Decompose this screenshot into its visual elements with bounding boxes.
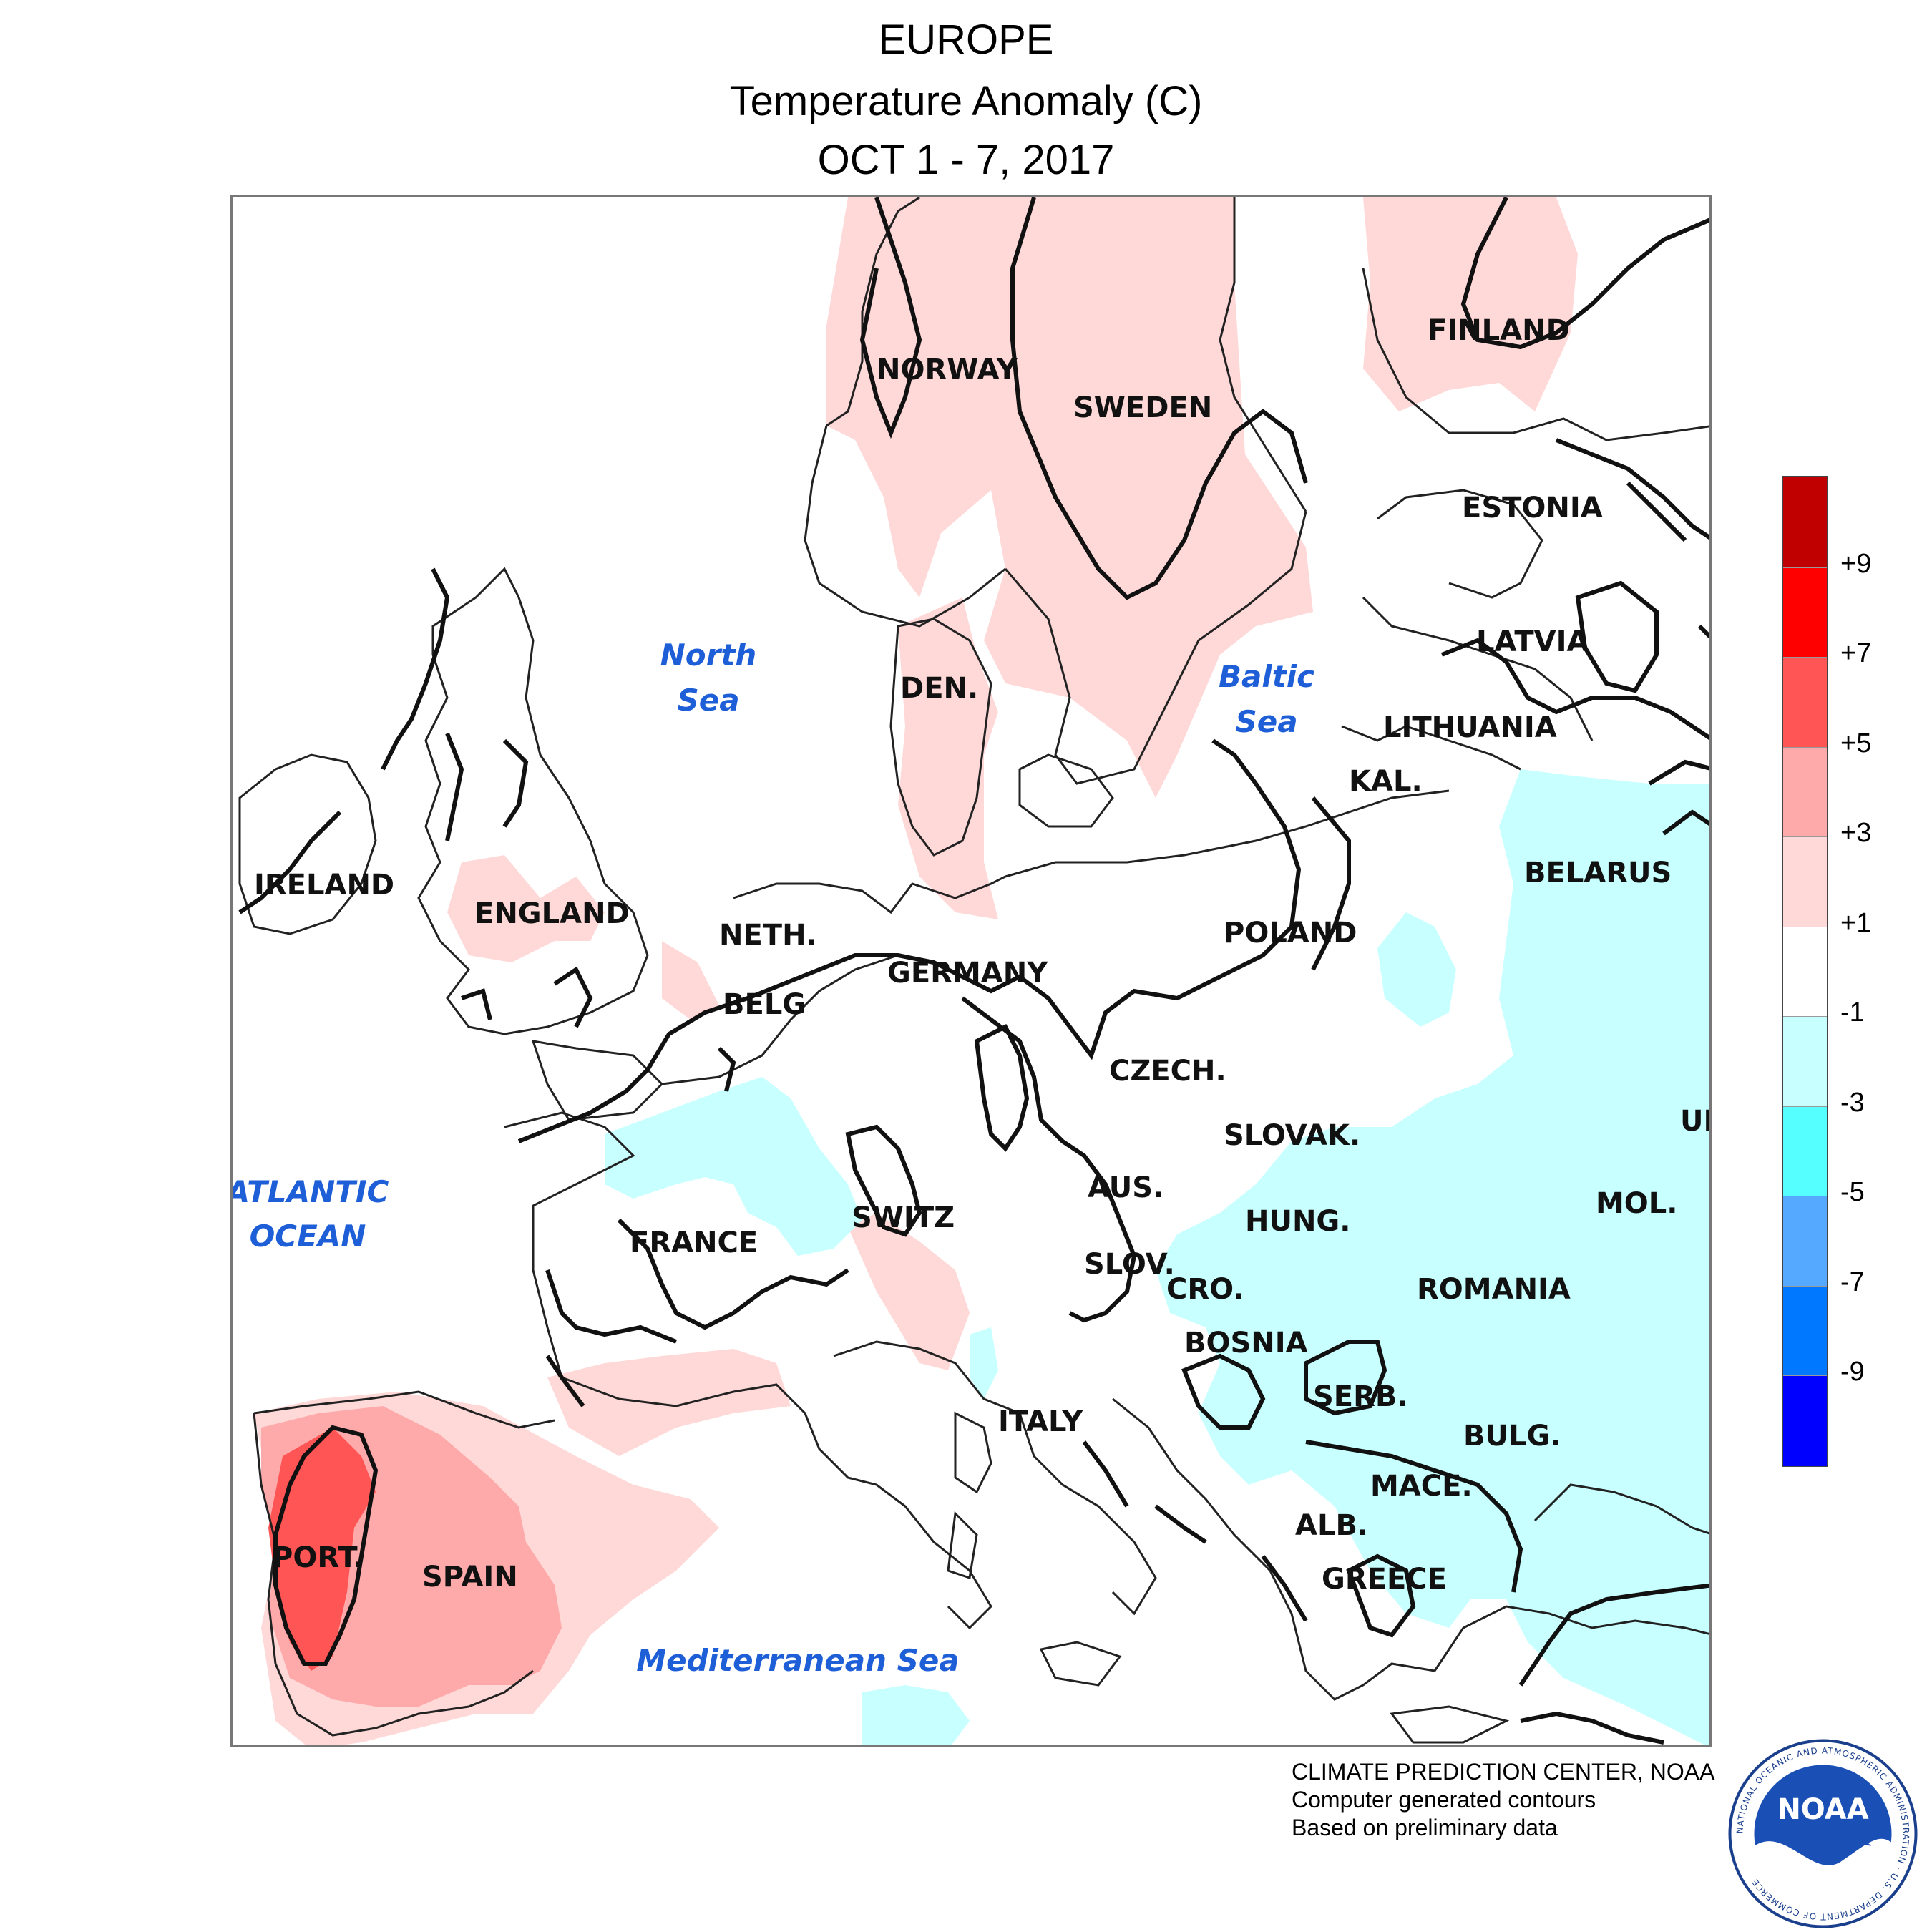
legend-swatch xyxy=(1783,1106,1827,1197)
credit-line-3: Based on preliminary data xyxy=(1292,1815,1558,1840)
country-label: BOSNIA xyxy=(1184,1327,1308,1360)
legend-label: +3 xyxy=(1840,818,1872,849)
country-label: MACE. xyxy=(1370,1470,1473,1503)
legend-swatch xyxy=(1783,746,1827,838)
anomaly-area-england xyxy=(447,855,605,962)
svg-text:NOAA: NOAA xyxy=(1777,1793,1868,1826)
legend-label: -3 xyxy=(1840,1087,1865,1118)
country-label: ENGLAND xyxy=(474,897,630,930)
color-legend xyxy=(1782,476,1828,1467)
country-label: LITHUANIA xyxy=(1383,711,1557,744)
legend-label: -9 xyxy=(1840,1357,1865,1387)
country-labels: NORWAY SWEDEN FINLAND ESTONIA LATVIA LIT… xyxy=(254,314,1712,1596)
country-label: SLOV. xyxy=(1084,1248,1175,1281)
water-label: Mediterranean Sea xyxy=(636,1643,959,1678)
legend-label: -7 xyxy=(1840,1267,1865,1297)
anomaly-area-iberia-core xyxy=(268,1428,376,1671)
map-period: OCT 1 - 7, 2017 xyxy=(817,137,1115,183)
legend-swatch xyxy=(1783,1375,1827,1467)
country-label: CZECH. xyxy=(1109,1055,1226,1088)
country-label: KAL. xyxy=(1349,765,1423,798)
legend-label: +9 xyxy=(1840,548,1872,579)
legend-swatch xyxy=(1783,1196,1827,1287)
country-label: PORT. xyxy=(272,1541,364,1574)
anomaly-area-poland-east xyxy=(1377,912,1456,1027)
credit-line-2: Computer generated contours xyxy=(1292,1787,1596,1813)
country-label: BELG xyxy=(723,988,806,1021)
country-label: BULG. xyxy=(1463,1420,1561,1453)
legend-swatch xyxy=(1783,567,1827,658)
water-label: North xyxy=(660,638,757,673)
credit-line-1: CLIMATE PREDICTION CENTER, NOAA xyxy=(1292,1759,1715,1785)
country-label: DEN. xyxy=(900,672,978,705)
country-label: SPAIN xyxy=(422,1561,518,1594)
legend-swatch xyxy=(1783,1016,1827,1108)
anomaly-area-central-france xyxy=(605,1077,862,1256)
country-label: FRANCE xyxy=(630,1226,758,1259)
map-title: EUROPE xyxy=(878,16,1054,63)
country-label: ITALY xyxy=(998,1405,1083,1438)
country-label: SLOVAK. xyxy=(1224,1119,1360,1152)
legend-swatch xyxy=(1783,657,1827,748)
water-label: ATLANTIC xyxy=(233,1174,389,1209)
legend-label: +1 xyxy=(1840,907,1872,938)
country-label: FINLAND xyxy=(1428,314,1570,347)
anomaly-area-scandinavia xyxy=(826,197,1313,798)
country-label: CRO. xyxy=(1166,1273,1244,1306)
anomaly-area-denmark xyxy=(898,597,998,919)
country-label: BELARUS xyxy=(1524,857,1672,889)
contours xyxy=(238,197,1709,1745)
country-label: SWEDEN xyxy=(1073,391,1212,424)
legend-label: -1 xyxy=(1840,997,1865,1028)
legend-label: +7 xyxy=(1840,638,1872,669)
country-label: ALB. xyxy=(1295,1509,1368,1542)
country-label: SERB. xyxy=(1313,1380,1408,1413)
country-label: LATVIA xyxy=(1476,625,1589,658)
legend-label: -5 xyxy=(1840,1177,1865,1208)
anomaly-area-austria xyxy=(848,1213,970,1370)
country-label: IRELAND xyxy=(254,869,394,902)
anomaly-map: NORWAY SWEDEN FINLAND ESTONIA LATVIA LIT… xyxy=(230,195,1712,1747)
country-label: NETH. xyxy=(719,919,817,952)
legend-swatch xyxy=(1783,1285,1827,1377)
country-label: UK xyxy=(1680,1105,1712,1138)
country-label: GREECE xyxy=(1322,1563,1447,1596)
country-label: ESTONIA xyxy=(1462,492,1603,525)
country-label: POLAND xyxy=(1224,917,1357,950)
country-label: MOL. xyxy=(1596,1187,1678,1220)
water-label: Sea xyxy=(677,683,739,718)
legend-swatch xyxy=(1783,926,1827,1018)
country-label: HUNG. xyxy=(1245,1205,1350,1238)
anomaly-area-south-france xyxy=(547,1349,791,1456)
water-label: Sea xyxy=(1235,704,1297,739)
noaa-logo-icon: NATIONAL OCEANIC AND ATMOSPHERIC ADMINIS… xyxy=(1728,1739,1918,1928)
country-label: GERMANY xyxy=(887,957,1048,990)
anomaly-area-east-europe xyxy=(1156,769,1709,1745)
anomaly-area-sardinia xyxy=(970,1327,998,1399)
water-label: Baltic xyxy=(1219,659,1314,694)
country-label: SWITZ xyxy=(852,1201,955,1234)
anomaly-area-france-east xyxy=(662,941,719,1020)
legend-label: +5 xyxy=(1840,728,1872,758)
water-label: OCEAN xyxy=(250,1219,366,1254)
coastlines xyxy=(238,197,1709,1744)
anomaly-area-italy-south xyxy=(862,1685,970,1745)
legend-swatch xyxy=(1783,836,1827,928)
legend-swatch xyxy=(1783,477,1827,568)
country-label: NORWAY xyxy=(877,353,1018,386)
country-label: AUS. xyxy=(1088,1171,1163,1204)
map-subtitle: Temperature Anomaly (C) xyxy=(729,78,1203,125)
anomaly-area-finland xyxy=(1363,197,1578,411)
country-label: ROMANIA xyxy=(1417,1273,1571,1306)
water-labels: North Sea Baltic Sea ATLANTIC OCEAN Medi… xyxy=(233,638,1314,1678)
